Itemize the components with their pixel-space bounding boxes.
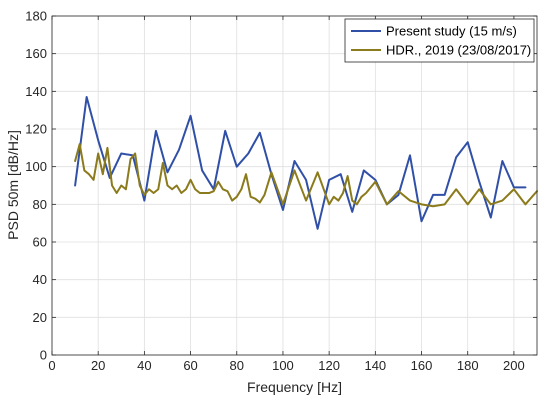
x-tick-label: 100 (272, 358, 294, 373)
series-layer (74, 95, 538, 230)
x-axis-title: Frequency [Hz] (247, 379, 342, 395)
legend-box (344, 18, 535, 63)
x-tick-label: 0 (48, 358, 55, 373)
x-tick-label: 40 (137, 358, 151, 373)
x-tick-label: 180 (457, 358, 479, 373)
x-tick-label: 80 (230, 358, 244, 373)
y-tick-label: 100 (25, 159, 47, 174)
y-tick-label: 40 (33, 272, 47, 287)
y-tick-label: 140 (25, 84, 47, 99)
y-tick-label: 60 (33, 235, 47, 250)
x-tick-label: 200 (503, 358, 525, 373)
y-tick-label: 20 (33, 310, 47, 325)
y-tick-label: 180 (25, 9, 47, 24)
x-tick-label: 160 (411, 358, 433, 373)
y-tick-label: 0 (40, 348, 47, 363)
legend-label-2: HDR., 2019 (23/08/2017) (386, 43, 531, 58)
series-line-1 (74, 95, 527, 230)
ticks: 0 20 40 60 80 100 120 140 160 180 200 0 20 40 60 80 100 1… (25, 9, 537, 373)
plot-area (52, 16, 537, 355)
series-line-2 (74, 143, 538, 208)
x-tick-label: 120 (318, 358, 340, 373)
x-tick-label: 20 (91, 358, 105, 373)
y-tick-label: 120 (25, 122, 47, 137)
x-tick-label: 60 (183, 358, 197, 373)
y-tick-label: 160 (25, 46, 47, 61)
legend: Present study (15 m/s) HDR., 2019 (23/08/… (344, 18, 535, 63)
legend-label-1: Present study (15 m/s) (386, 24, 517, 39)
y-tick-label: 80 (33, 197, 47, 212)
y-axis-title: PSD 50m [dB/Hz] (5, 130, 21, 240)
x-tick-label: 140 (364, 358, 386, 373)
plot-frame (51, 15, 538, 356)
